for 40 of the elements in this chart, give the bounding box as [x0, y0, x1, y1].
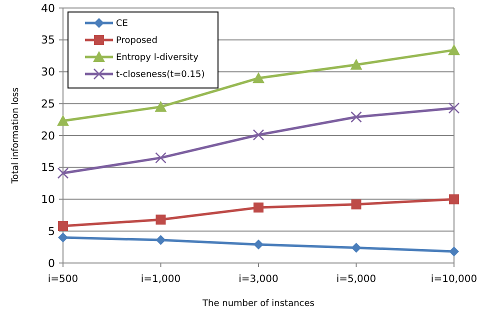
point [156, 235, 166, 246]
x-tick-label: i=5,000 [336, 274, 376, 285]
point [252, 129, 264, 141]
y-tick-label: 15 [41, 161, 55, 174]
y-axis-title: Total information loss [11, 87, 21, 185]
x-tick-label: i=10,000 [430, 274, 478, 285]
y-tick-label: 0 [48, 256, 55, 270]
legend-label: Entropy l-diversity [116, 53, 200, 64]
point [254, 240, 264, 250]
point [252, 72, 264, 84]
y-tick-label: 30 [41, 66, 55, 79]
point [350, 58, 362, 70]
point [156, 214, 166, 225]
y-tick-label: 20 [41, 129, 55, 142]
legend-label: CE [116, 19, 128, 30]
point [351, 199, 362, 210]
y-tick-label: 25 [41, 97, 55, 110]
point [57, 114, 69, 126]
point [448, 44, 460, 56]
point [448, 102, 460, 114]
x-tick-label: i=3,000 [238, 274, 278, 285]
point [58, 232, 68, 242]
x-tick-label: i=500 [48, 274, 78, 285]
point [57, 167, 69, 179]
y-tick-label: 40 [41, 2, 55, 15]
legend-label: t-closeness(t=0.15) [116, 70, 205, 80]
point [449, 246, 459, 257]
y-tick-label: 10 [41, 193, 55, 206]
point [449, 194, 459, 204]
point [254, 202, 264, 213]
point [350, 111, 362, 123]
x-axis-title: The number of instances [202, 299, 315, 309]
point [58, 221, 68, 232]
point [351, 242, 362, 253]
point [155, 152, 166, 164]
point [154, 100, 167, 112]
y-tick-label: 5 [48, 224, 55, 238]
y-tick-label: 35 [41, 34, 55, 47]
x-tick-label: i=1,000 [140, 274, 181, 285]
legend-label: Proposed [116, 36, 158, 46]
